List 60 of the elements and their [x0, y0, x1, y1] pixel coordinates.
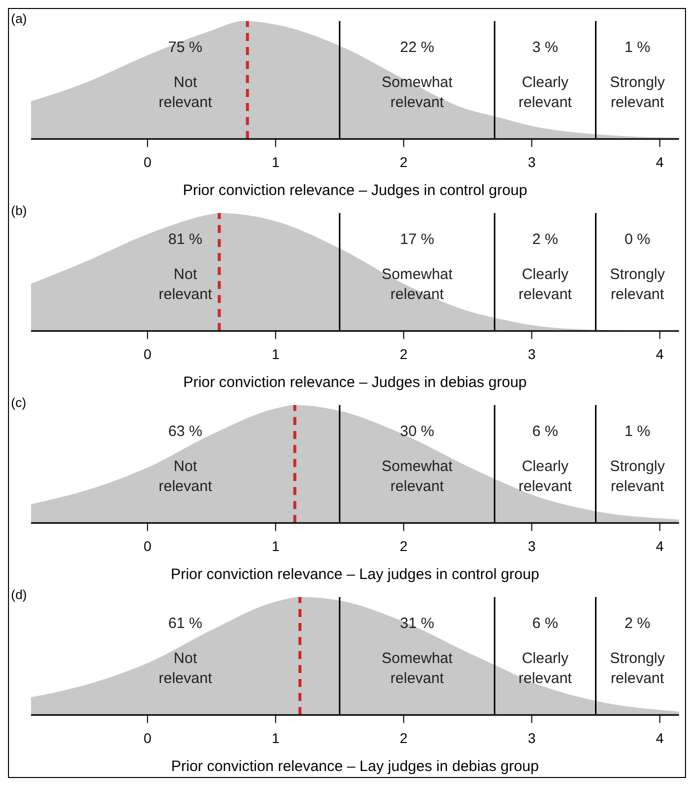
x-tick-label: 1: [272, 154, 280, 170]
x-axis-title: Prior conviction relevance – Judges in control group: [182, 182, 528, 199]
annotation: Not relevant: [158, 457, 213, 494]
annotation: 17 %: [400, 230, 434, 248]
annotation: Not relevant: [158, 73, 213, 110]
annotation: Clearly relevant: [518, 649, 573, 686]
chart-title: (d): [11, 587, 27, 602]
x-axis-title: Prior conviction relevance – Lay judges in control group: [170, 566, 540, 583]
annotation: Clearly relevant: [518, 73, 573, 110]
annotation: 63 %: [168, 422, 202, 440]
x-axis-title: Prior conviction relevance – Judges in debias group: [183, 374, 527, 391]
x-axis-title: Prior conviction relevance – Lay judges in debias group: [171, 758, 539, 775]
annotation: Somewhat relevant: [382, 457, 454, 494]
annotation: Clearly relevant: [518, 265, 573, 302]
annotation: 30 %: [400, 422, 434, 440]
x-tick-label: 2: [400, 538, 408, 554]
x-tick-label: 1: [272, 346, 280, 362]
annotation: 75 %: [168, 38, 202, 56]
chart-title: (c): [11, 395, 26, 410]
annotation: 2 %: [532, 230, 558, 248]
annotation: 6 %: [532, 422, 558, 440]
annotation: 22 %: [400, 38, 434, 56]
annotation: Somewhat relevant: [382, 649, 454, 686]
annotation: 61 %: [168, 614, 202, 632]
x-tick-label: 4: [656, 154, 664, 170]
annotation: Strongly relevant: [610, 73, 666, 110]
annotation: Strongly relevant: [610, 649, 666, 686]
annotation: 1 %: [624, 422, 650, 440]
annotation: 0 %: [624, 230, 650, 248]
x-tick-label: 0: [144, 538, 152, 554]
annotation: 81 %: [168, 230, 202, 248]
x-tick-label: 3: [528, 730, 536, 746]
chart-title: (b): [11, 203, 27, 218]
annotation: Somewhat relevant: [382, 73, 454, 110]
annotation: Clearly relevant: [518, 457, 573, 494]
x-tick-label: 3: [528, 538, 536, 554]
annotation: Strongly relevant: [610, 457, 666, 494]
annotation: Somewhat relevant: [382, 265, 454, 302]
x-tick-label: 0: [144, 730, 152, 746]
x-tick-label: 4: [656, 346, 664, 362]
annotation: Not relevant: [158, 649, 213, 686]
x-tick-label: 2: [400, 730, 408, 746]
annotation: 6 %: [532, 614, 558, 632]
annotation: Strongly relevant: [610, 265, 666, 302]
annotation: Not relevant: [158, 265, 213, 302]
annotation: 31 %: [400, 614, 434, 632]
annotation: 3 %: [532, 38, 558, 56]
x-tick-label: 1: [272, 730, 280, 746]
x-tick-label: 0: [144, 154, 152, 170]
chart-title: (a): [11, 11, 27, 26]
x-tick-label: 2: [400, 154, 408, 170]
x-tick-label: 3: [528, 154, 536, 170]
annotation: 2 %: [624, 614, 650, 632]
x-tick-label: 0: [144, 346, 152, 362]
x-tick-label: 4: [656, 730, 664, 746]
x-tick-label: 3: [528, 346, 536, 362]
annotation: 1 %: [624, 38, 650, 56]
x-tick-label: 2: [400, 346, 408, 362]
x-tick-label: 4: [656, 538, 664, 554]
x-tick-label: 1: [272, 538, 280, 554]
